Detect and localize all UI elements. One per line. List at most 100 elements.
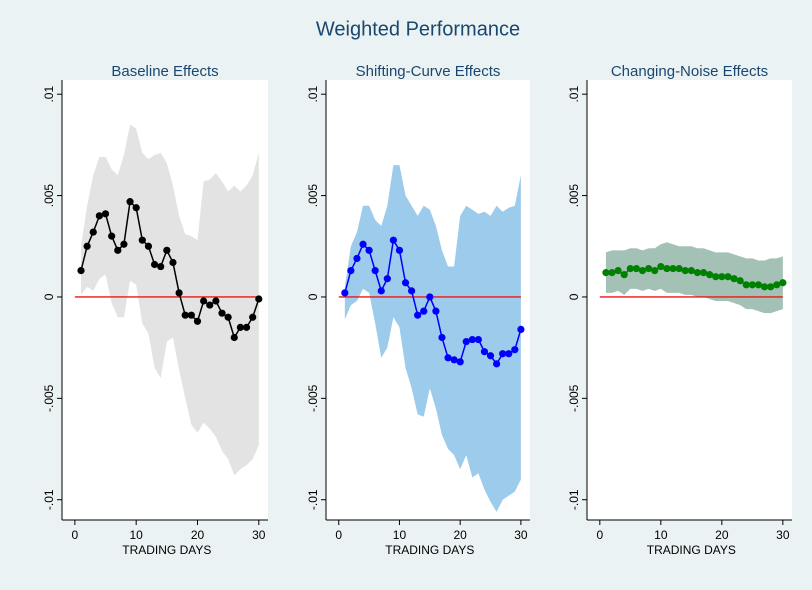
data-point [511, 346, 519, 354]
y-tick-label: -.01 [567, 489, 581, 510]
data-point [114, 246, 122, 254]
data-point [651, 266, 659, 275]
data-point [669, 264, 677, 273]
data-point [760, 283, 769, 291]
data-point [742, 281, 750, 289]
data-point [699, 269, 708, 277]
data-point [645, 264, 653, 273]
y-tick-label: -.01 [42, 489, 56, 510]
data-point [218, 309, 226, 317]
data-point [175, 289, 183, 297]
y-tick-label: .01 [42, 86, 56, 103]
data-point [499, 350, 507, 358]
x-tick-label: 10 [654, 528, 668, 542]
data-point [657, 262, 665, 271]
y-tick-label: 0 [567, 293, 581, 300]
data-point [359, 240, 367, 248]
subplot-title: Baseline Effects [111, 63, 218, 80]
y-tick-label: .005 [567, 184, 581, 208]
x-tick-label: 30 [776, 528, 790, 542]
data-point [426, 293, 434, 301]
y-tick-label: .005 [306, 184, 320, 208]
x-axis-label: TRADING DAYS [385, 543, 474, 557]
x-tick-label: 30 [514, 528, 528, 542]
data-point [414, 311, 422, 319]
data-point [493, 360, 501, 368]
data-point [517, 325, 525, 334]
y-tick-label: 0 [306, 293, 320, 300]
data-point [693, 269, 702, 277]
data-point [462, 337, 470, 346]
y-tick-label: .01 [567, 86, 581, 103]
y-tick-label: -.005 [42, 384, 56, 412]
data-point [767, 283, 775, 291]
data-point [95, 212, 103, 220]
data-point [486, 352, 495, 360]
data-point [150, 260, 159, 269]
data-point [120, 240, 128, 248]
data-point [420, 307, 428, 315]
panel: Shifting-Curve Effects -.01 -.005 0 .005 .01 0… [306, 63, 530, 557]
data-point [206, 301, 214, 309]
data-point [401, 279, 410, 287]
figure-title: Weighted Performance [316, 18, 520, 40]
data-point [614, 266, 622, 275]
x-tick-label: 0 [335, 528, 342, 542]
data-point [200, 297, 208, 305]
data-point [144, 242, 153, 250]
data-point [77, 266, 85, 275]
data-point [408, 287, 416, 295]
data-point [255, 295, 263, 303]
y-tick-label: -.01 [306, 489, 320, 510]
y-tick-label: 0 [42, 293, 56, 300]
data-point [432, 307, 440, 315]
data-point [101, 210, 110, 218]
x-axis-label: TRADING DAYS [647, 543, 736, 557]
data-point [389, 236, 397, 244]
x-axis-label: TRADING DAYS [122, 543, 211, 557]
data-point [395, 246, 404, 254]
data-point [224, 313, 232, 321]
panel: Changing-Noise Effects -.01 -.005 0 .005 .01 0… [567, 63, 792, 557]
data-point [89, 228, 97, 236]
data-point [675, 264, 683, 273]
data-point [632, 264, 641, 273]
data-point [438, 333, 446, 342]
data-point [187, 311, 195, 319]
data-point [377, 287, 385, 295]
data-point [236, 323, 245, 331]
x-tick-label: 0 [596, 528, 603, 542]
data-point [602, 269, 610, 277]
data-point [468, 335, 476, 344]
data-point [341, 289, 349, 297]
confidence-band [81, 124, 259, 476]
x-tick-label: 30 [252, 528, 266, 542]
data-point [353, 254, 361, 263]
data-point [83, 242, 91, 250]
x-tick-label: 20 [453, 528, 467, 542]
y-tick-label: .005 [42, 184, 56, 208]
data-point [212, 297, 220, 305]
data-point [456, 358, 464, 366]
data-point [474, 335, 482, 344]
data-point [748, 281, 756, 289]
x-tick-label: 0 [72, 528, 79, 542]
x-tick-label: 20 [715, 528, 729, 542]
data-point [126, 198, 134, 206]
x-tick-label: 10 [393, 528, 407, 542]
data-point [347, 266, 355, 275]
data-point [181, 311, 189, 319]
data-point [132, 204, 140, 212]
y-tick-label: -.005 [567, 384, 581, 412]
data-point [169, 258, 177, 267]
data-point [638, 266, 647, 275]
data-point [138, 236, 146, 244]
data-point [779, 279, 787, 287]
data-point [480, 348, 489, 356]
panel: Baseline Effects -.01 -.005 0 .005 .01 0 10 20 30… [42, 63, 268, 557]
data-point [108, 232, 116, 240]
data-point [706, 271, 714, 279]
data-point [371, 266, 379, 275]
